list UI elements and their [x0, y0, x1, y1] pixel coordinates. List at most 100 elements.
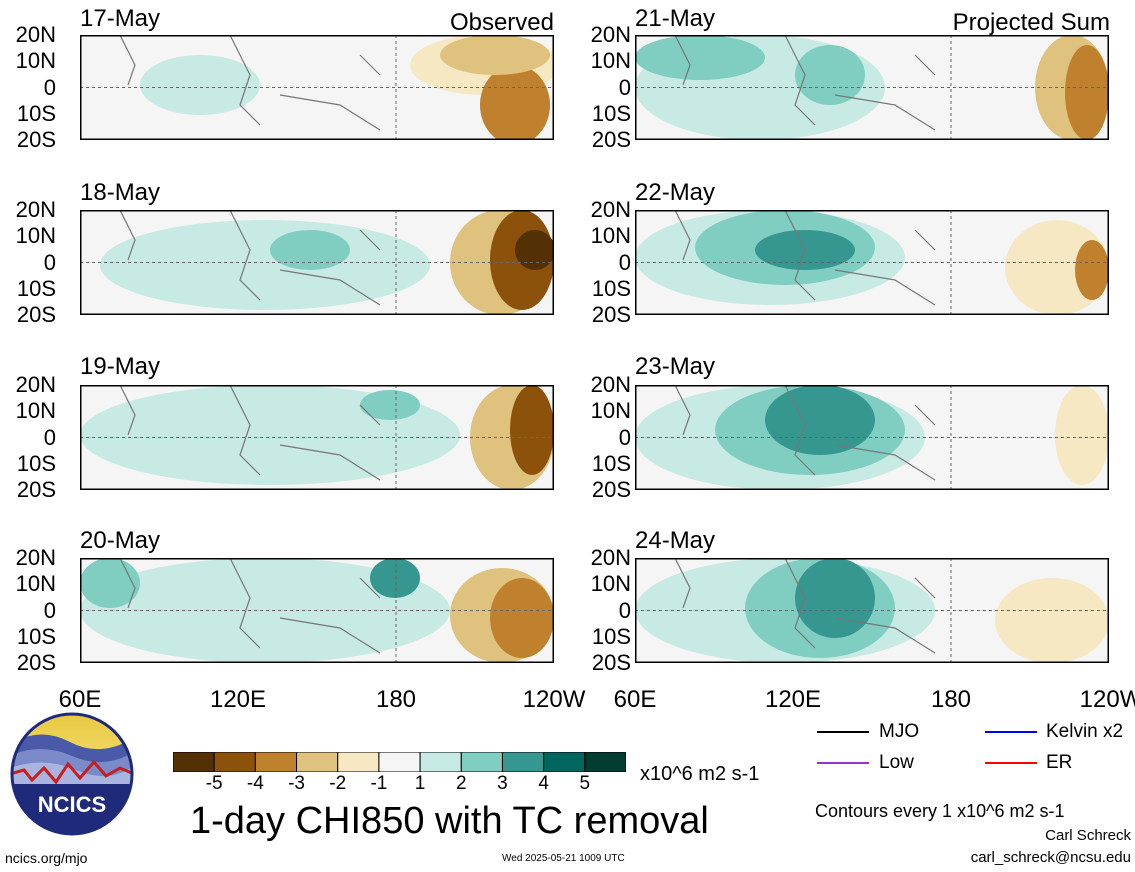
lon-label-60e-right: 60E [613, 686, 657, 713]
shading-region [140, 55, 260, 115]
panel-date: 17-May [80, 5, 161, 32]
lat-label: 0 [618, 597, 631, 623]
lat-label: 10N [15, 398, 56, 424]
map-frame [635, 385, 1109, 490]
lon-label-120w-left: 120W [522, 686, 586, 713]
map-panel-graphic [635, 384, 1109, 490]
coastline [119, 209, 381, 306]
map-frame [635, 558, 1109, 663]
lat-label: 20S [591, 650, 631, 675]
map-panel-graphic [80, 384, 554, 490]
lon-label-180-right: 180 [930, 686, 972, 713]
ncics-logo: NCICS [10, 712, 134, 836]
lat-label: 10S [16, 100, 56, 126]
shading-region [635, 35, 765, 80]
lat-label: 10S [591, 623, 631, 649]
lat-label: 0 [43, 424, 56, 450]
lat-label: 10N [590, 571, 631, 597]
panel-date: 22-May [635, 179, 716, 206]
shading-region [1055, 385, 1109, 485]
lat-label: 0 [618, 249, 631, 275]
map-panel [635, 34, 1109, 140]
lat-label: 20S [591, 477, 631, 502]
lat-label: 20S [591, 302, 631, 327]
colorbar-units: x10^6 m2 s-1 [640, 763, 760, 785]
legend-label-er: ER [1046, 752, 1073, 773]
lat-label: 20N [590, 22, 631, 47]
colorbar-tick-label: -4 [246, 773, 264, 794]
colorbar-swatch [543, 751, 586, 773]
shading-region [80, 558, 140, 608]
colorbar-swatch [254, 751, 298, 773]
map-panel [635, 557, 1109, 663]
map-frame [635, 35, 1109, 140]
colorbar-tick-label: -2 [329, 773, 347, 794]
panel-date: 21-May [635, 5, 716, 32]
lat-label: 10N [590, 48, 631, 74]
shading-region [510, 385, 554, 475]
panel-title: Projected Sum [952, 9, 1110, 36]
lat-label: 10S [591, 100, 631, 126]
lat-label: 0 [43, 74, 56, 100]
colorbar-swatch [296, 751, 339, 773]
map-panel-graphic [635, 34, 1109, 140]
shading-region [370, 558, 420, 598]
panel-date: 23-May [635, 353, 716, 380]
map-panel [80, 34, 560, 145]
shading-region [440, 35, 550, 75]
lat-label: 0 [618, 74, 631, 100]
coastline [674, 557, 936, 654]
map-panel [80, 384, 554, 490]
shading-region [515, 230, 555, 270]
lat-label: 0 [618, 424, 631, 450]
map-frame [80, 210, 554, 315]
lat-label: 20N [590, 545, 631, 570]
lat-label: 20N [15, 197, 56, 222]
colorbar [172, 751, 627, 773]
colorbar-swatch [501, 751, 545, 773]
contour-note: Contours every 1 x10^6 m2 s-1 [815, 801, 1065, 821]
lat-label: 10N [15, 223, 56, 249]
colorbar-swatch [213, 751, 256, 773]
lat-label: 10S [16, 450, 56, 476]
legend-label-kelvin: Kelvin x2 [1046, 721, 1124, 742]
email: carl_schreck@ncsu.edu [970, 849, 1131, 866]
colorbar-tick-label: -1 [370, 773, 388, 794]
colorbar-swatch [419, 751, 462, 773]
coastline [674, 209, 936, 306]
legend-line-mjo [817, 731, 869, 733]
lat-label: 10N [590, 398, 631, 424]
legend-line-kelvin [985, 731, 1037, 733]
lat-label: 20N [15, 22, 56, 47]
shading-region [80, 558, 450, 663]
shading-region [1075, 240, 1109, 300]
lat-label: 20S [16, 127, 56, 152]
legend-line-low [817, 762, 869, 764]
lat-label: 10S [16, 623, 56, 649]
shading-region [1065, 45, 1109, 140]
map-frame [80, 35, 554, 140]
author: Carl Schreck [1045, 827, 1131, 844]
colorbar-tick-label: 4 [538, 773, 549, 794]
shading-region [480, 65, 550, 145]
map-panel-graphic [635, 209, 1109, 315]
coastline [119, 34, 381, 131]
map-frame [635, 210, 1109, 315]
panel-date: 24-May [635, 527, 716, 554]
colorbar-tick-label: 3 [497, 773, 508, 794]
lat-label: 0 [43, 597, 56, 623]
shading-region [270, 230, 350, 270]
map-panel [635, 384, 1109, 490]
lat-label: 20S [16, 650, 56, 675]
lon-label-120e-right: 120E [764, 686, 822, 713]
colorbar-swatch [584, 751, 627, 773]
panel-date: 20-May [80, 527, 161, 554]
timestamp: Wed 2025-05-21 1009 UTC [502, 853, 625, 864]
panel-title: Observed [449, 9, 554, 36]
colorbar-tick-label: 1 [414, 773, 426, 794]
lat-label: 10S [591, 450, 631, 476]
legend-label-low: Low [879, 752, 914, 773]
shading-region [795, 45, 865, 105]
colorbar-tick-label: -5 [205, 773, 223, 794]
shading-region [100, 220, 430, 310]
